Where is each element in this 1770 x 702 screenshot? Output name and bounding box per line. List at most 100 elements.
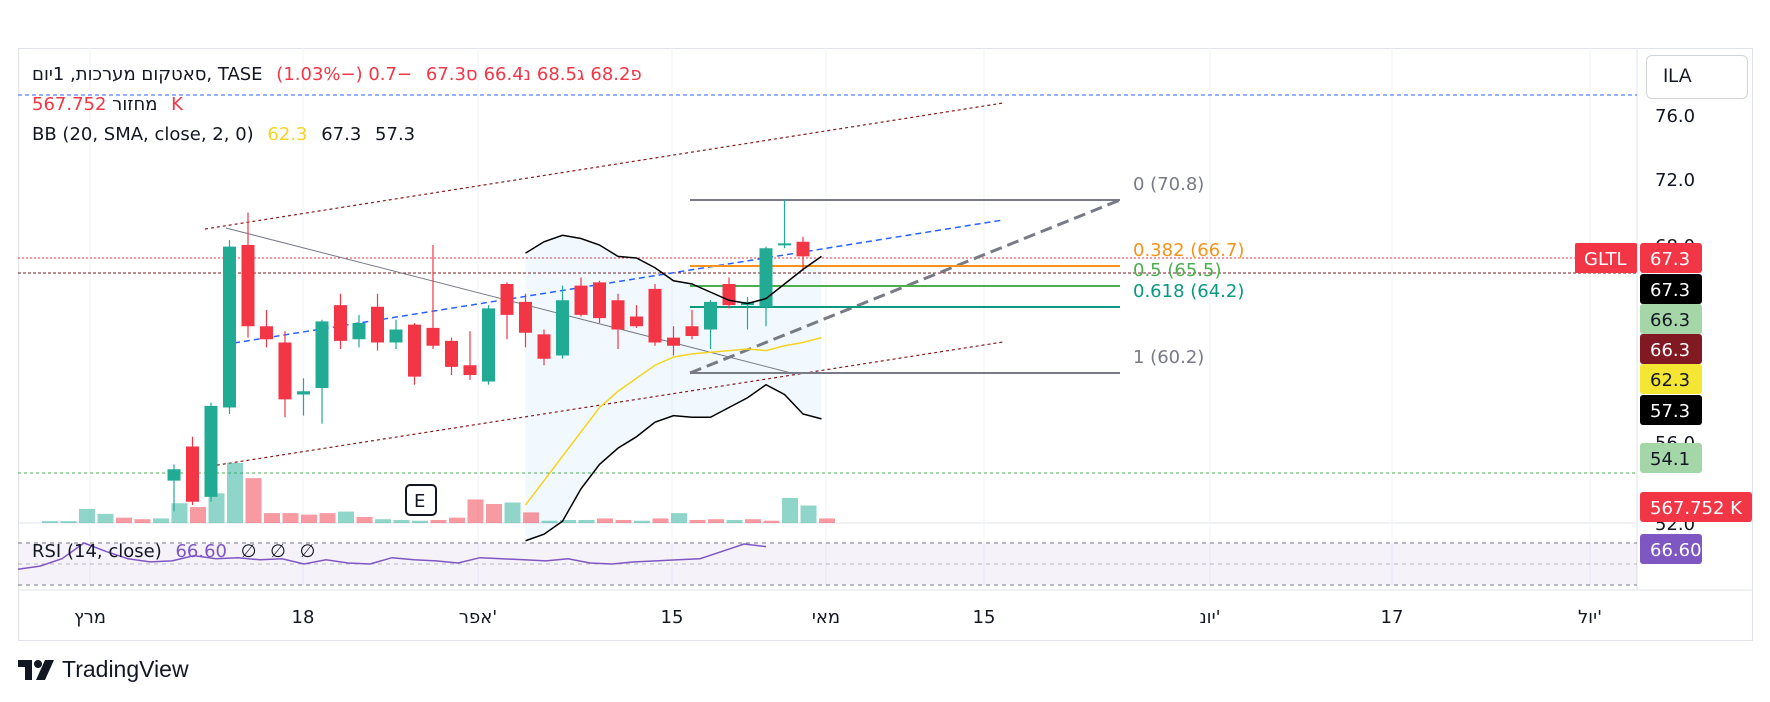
candle-body[interactable]	[796, 241, 810, 257]
candle-body[interactable]	[722, 284, 736, 306]
candle-body[interactable]	[204, 405, 218, 497]
rsi-empty-3: ∅	[299, 541, 316, 562]
candle-body[interactable]	[463, 365, 477, 375]
price-label-box	[1640, 334, 1702, 364]
candle-body[interactable]	[667, 337, 680, 346]
volume-bar	[560, 519, 576, 523]
tradingview-logo-icon	[18, 659, 54, 680]
candle-body[interactable]	[574, 285, 588, 315]
ohlc-item-0: פ68.2	[590, 64, 642, 85]
ohlc-item-2: נ66.4	[483, 64, 531, 85]
candle-body[interactable]	[186, 446, 199, 502]
price-label: 67.3	[1650, 280, 1690, 301]
volume-bar	[782, 497, 798, 523]
volume-bar	[800, 505, 817, 523]
candle-body[interactable]	[445, 340, 458, 367]
volume-bar	[449, 517, 465, 523]
volume-bar	[615, 519, 632, 523]
volume-bar	[726, 519, 743, 523]
candle-body[interactable]	[315, 321, 329, 388]
volume-bar	[634, 520, 650, 523]
volume-bar	[282, 513, 299, 523]
volume-bar	[393, 519, 410, 523]
fib-label-1: 1 (60.2)	[1133, 347, 1204, 368]
currency-button[interactable]: ILA	[1646, 55, 1748, 99]
candle-body[interactable]	[408, 324, 421, 377]
volume-bar	[356, 516, 373, 523]
candle-body[interactable]	[371, 306, 384, 343]
ohlc-item-1: ג68.5	[536, 64, 585, 85]
volume-bar	[319, 513, 336, 523]
candle-body[interactable]	[334, 305, 347, 341]
candle-body[interactable]	[778, 243, 791, 246]
rsi-label[interactable]: RSI (14, close)	[32, 541, 162, 562]
fib-label-0.5: 0.5 (65.5)	[1133, 260, 1221, 281]
volume-bar	[116, 517, 132, 523]
candle-body[interactable]	[611, 300, 625, 330]
candle-body[interactable]	[556, 300, 569, 356]
rsi-line	[17, 542, 767, 570]
volume-bar	[671, 513, 687, 523]
candle-body[interactable]	[500, 284, 514, 315]
volume-bar	[42, 521, 58, 523]
candle-body[interactable]	[352, 323, 366, 340]
bb-basis-value: 62.3	[267, 124, 308, 145]
candle-body[interactable]	[759, 248, 773, 307]
bb-upper-line	[525, 234, 822, 305]
price-label-box	[1640, 243, 1702, 273]
rsi-empty-2: ∅	[270, 541, 286, 562]
price-label: 67.3	[1650, 249, 1690, 270]
projection-line-gray[interactable]	[689, 198, 1121, 375]
candle-body[interactable]	[223, 246, 236, 408]
price-label: 567.752 K	[1650, 498, 1743, 519]
candle-body[interactable]	[278, 342, 292, 400]
bb-basis-line	[524, 336, 822, 506]
volume-bar	[153, 518, 169, 523]
tradingview-logo[interactable]: TradingView	[18, 656, 189, 683]
fib-label-0.382: 0.382 (66.7)	[1133, 240, 1244, 261]
volume-bar	[208, 493, 225, 523]
chart-frame	[18, 48, 1753, 641]
candle-body[interactable]	[685, 326, 699, 336]
candle-body[interactable]	[241, 245, 255, 327]
price-change: −0.7 (−1.03%)	[276, 64, 413, 85]
candle-body[interactable]	[537, 334, 551, 359]
ohlc-values: פ68.2ג68.5נ66.4ס67.3	[426, 64, 648, 85]
rsi-value: 66.60	[175, 541, 227, 562]
candle-body[interactable]	[426, 327, 440, 346]
volume-bar	[227, 462, 243, 523]
fib-label-0: 0 (70.8)	[1133, 174, 1204, 195]
symbol-title[interactable]: סאטקום מערכות, 1יום, TASE	[32, 64, 263, 85]
candle-body[interactable]	[704, 301, 717, 330]
bb-label[interactable]: BB (20, SMA, close, 2, 0)	[32, 124, 254, 145]
candle-body[interactable]	[630, 316, 643, 327]
candle-body[interactable]	[389, 329, 403, 343]
price-label: 54.1	[1650, 449, 1690, 470]
volume-bar	[190, 507, 206, 523]
candle-body[interactable]	[482, 308, 495, 382]
candle-body[interactable]	[167, 469, 181, 481]
volume-bar	[264, 513, 280, 523]
earnings-marker[interactable]	[405, 484, 437, 516]
price-label-box	[1640, 492, 1752, 522]
earnings-marker-label: E	[414, 491, 425, 512]
volume-bar	[412, 520, 428, 523]
candle-body[interactable]	[260, 326, 273, 340]
candle-body[interactable]	[648, 288, 662, 343]
volume-legend: מחזור 567.752 K	[32, 94, 191, 115]
volume-bar	[430, 519, 447, 523]
volume-bar	[541, 520, 558, 523]
volume-bar	[301, 514, 317, 523]
candle-body[interactable]	[297, 391, 310, 395]
candle-body[interactable]	[519, 301, 532, 333]
time-tick: יונ'	[1199, 607, 1220, 628]
channel-upper-line[interactable]	[204, 102, 1004, 230]
rsi-legend: RSI (14, close) 66.60 ∅ ∅ ∅	[32, 541, 323, 562]
price-label-box	[1640, 304, 1702, 334]
price-label-box	[1640, 364, 1702, 394]
time-tick: 15	[973, 607, 996, 628]
candle-body[interactable]	[593, 282, 606, 319]
price-label: 66.3	[1650, 340, 1690, 361]
time-tick: 15	[661, 607, 684, 628]
